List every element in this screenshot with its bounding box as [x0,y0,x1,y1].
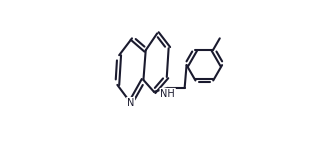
Text: N: N [127,98,134,108]
Text: NH: NH [160,89,175,99]
